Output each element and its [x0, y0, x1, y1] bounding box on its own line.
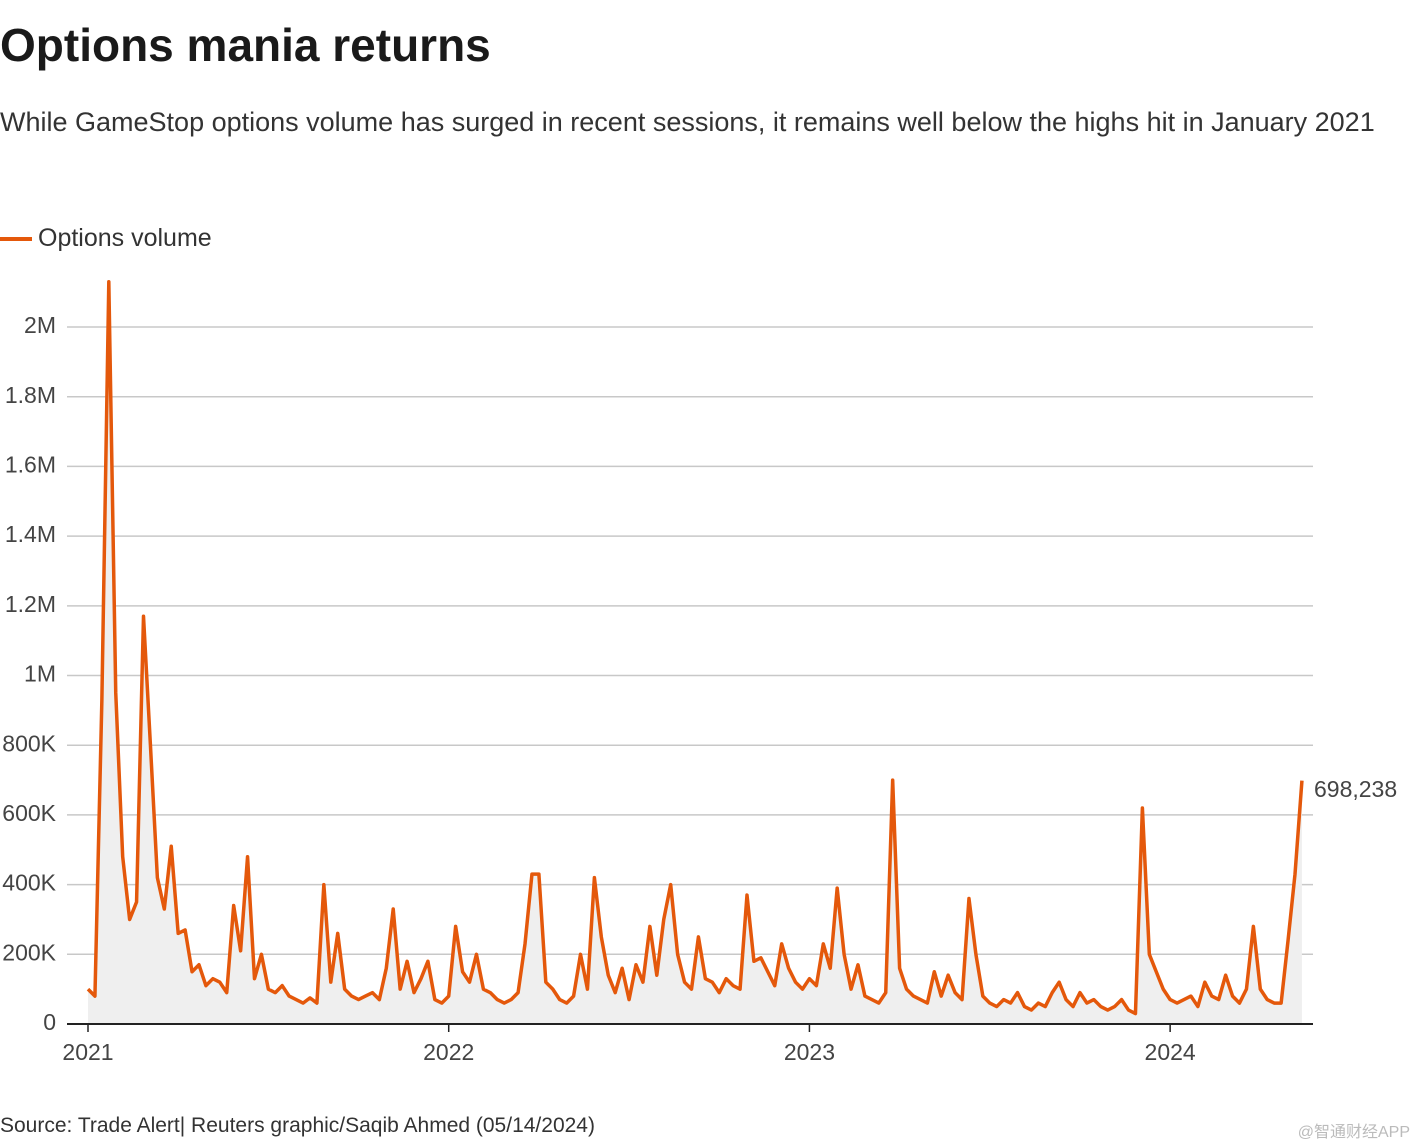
line-series [86, 279, 1304, 1016]
x-tick-label: 2021 [62, 1039, 113, 1065]
y-tick-label: 400K [2, 870, 56, 896]
area-fill [88, 281, 1302, 1024]
y-tick-label: 600K [2, 800, 56, 826]
y-tick-label: 200K [2, 939, 56, 965]
chart-subtitle: While GameStop options volume has surged… [0, 107, 1375, 137]
legend-label: Options volume [38, 224, 212, 252]
watermark: @智通财经APP [1297, 1124, 1410, 1141]
legend-swatch [0, 236, 32, 241]
x-tick-label: 2022 [423, 1039, 474, 1065]
x-tick-label: 2024 [1145, 1039, 1196, 1065]
y-tick-label: 0 [43, 1009, 56, 1035]
x-tick-label: 2023 [784, 1039, 835, 1065]
y-tick-label: 2M [24, 312, 56, 338]
legend: Options volume [0, 224, 212, 253]
y-tick-label: 1.4M [5, 521, 56, 547]
value-label: 698,238 [1314, 776, 1397, 802]
y-tick-label: 1.6M [5, 452, 56, 478]
y-tick-label: 1.8M [5, 382, 56, 408]
y-tick-label: 1.2M [5, 591, 56, 617]
source: Source: Trade Alert| Reuters graphic/Saq… [0, 1114, 595, 1137]
y-tick-label: 800K [2, 730, 56, 756]
chart-title: Options mania returns [0, 19, 491, 71]
y-tick-label: 1M [24, 661, 56, 687]
